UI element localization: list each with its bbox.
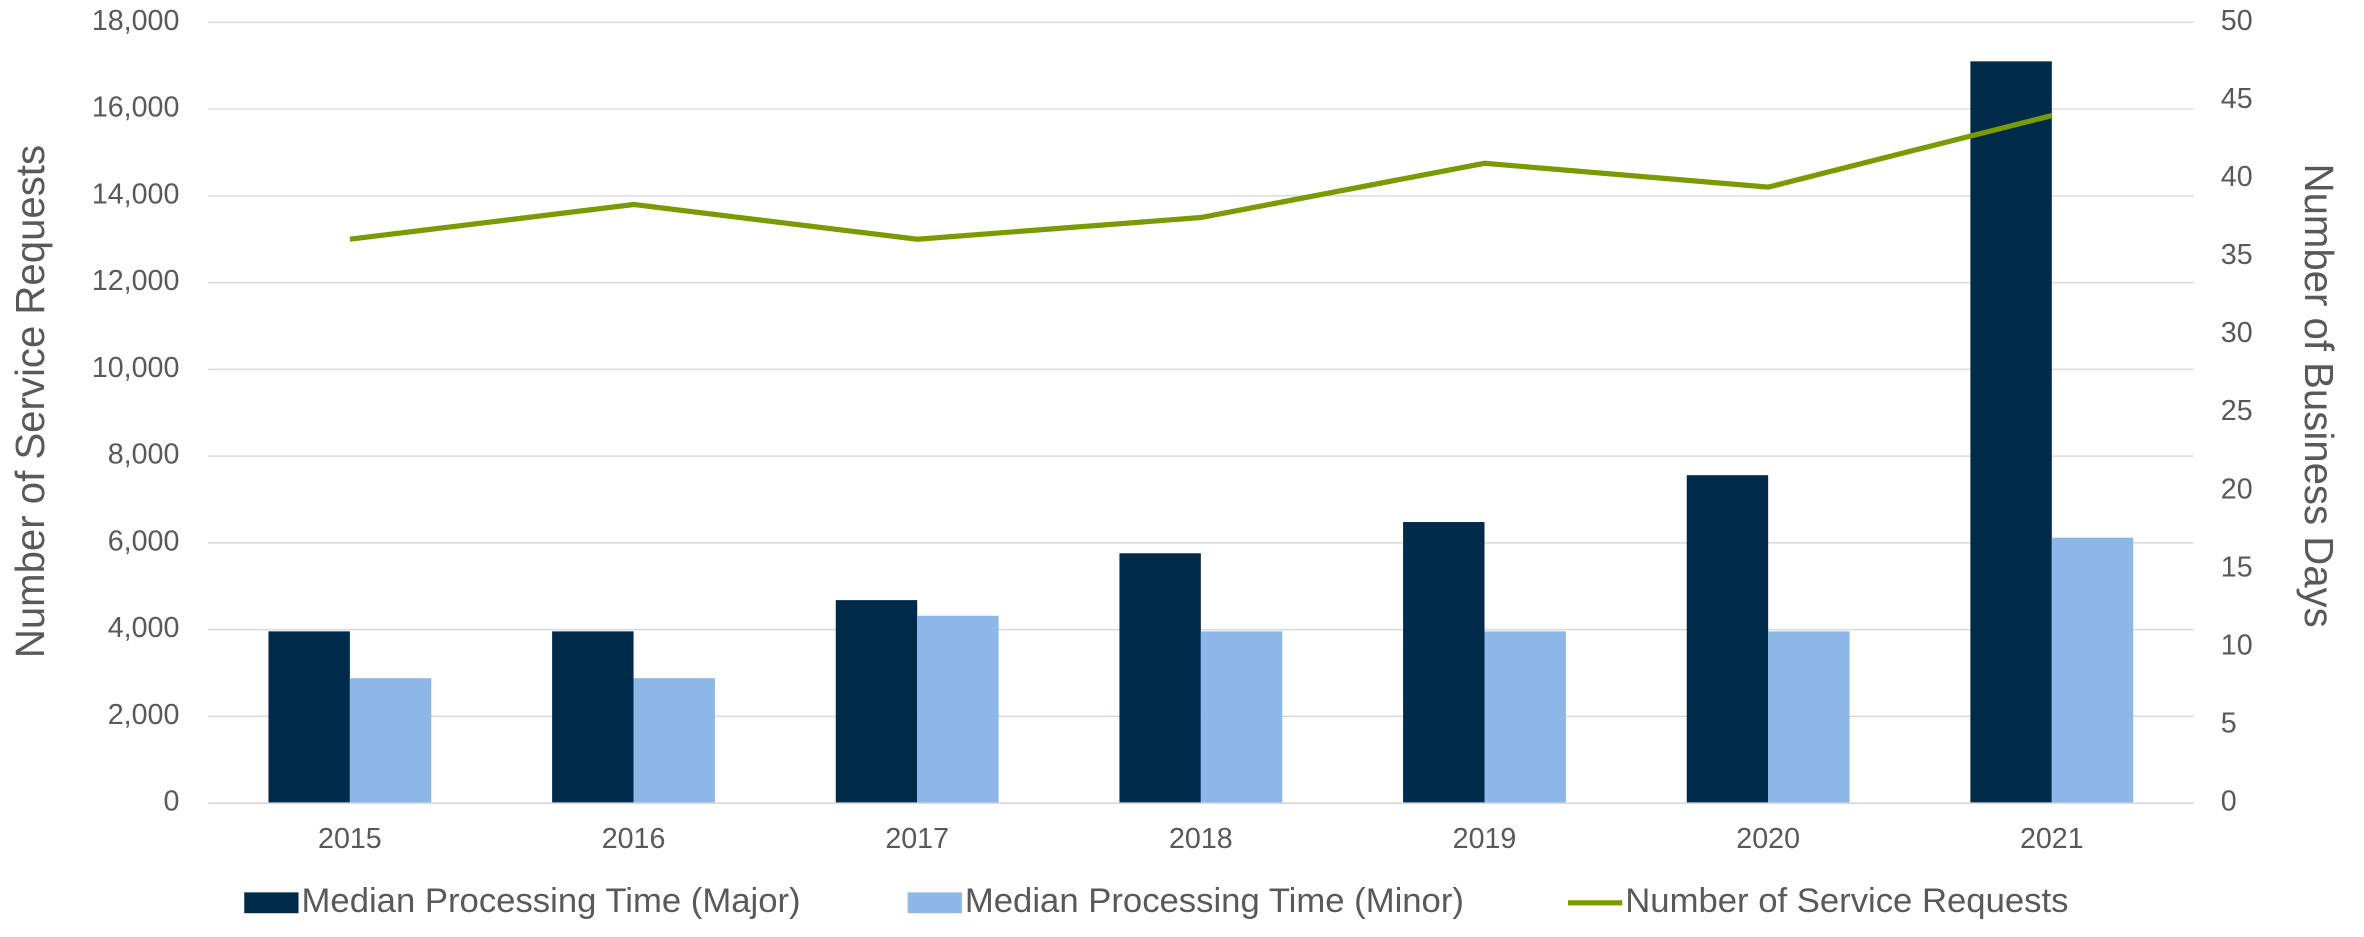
y2-tick-label: 40 — [2221, 161, 2253, 193]
bar — [552, 631, 634, 804]
x-tick-label: 2015 — [318, 823, 382, 855]
y2-tick-label: 10 — [2221, 630, 2253, 662]
bar — [268, 631, 350, 804]
x-tick-label: 2020 — [1736, 823, 1800, 855]
legend-swatch — [907, 892, 962, 914]
bar — [917, 615, 999, 804]
bar — [1403, 522, 1485, 804]
legend-label: Median Processing Time (Major) — [302, 882, 801, 920]
legend-label: Number of Service Requests — [1625, 882, 2068, 920]
bar — [1119, 553, 1201, 804]
y-tick-label: 8,000 — [108, 439, 180, 471]
bar — [1484, 631, 1566, 804]
y-tick-label: 0 — [163, 786, 179, 818]
bar — [1686, 475, 1769, 804]
x-tick-label: 2017 — [885, 823, 949, 855]
y-tick-label: 10,000 — [92, 352, 180, 384]
x-tick-label: 2019 — [1453, 823, 1517, 855]
bar — [349, 678, 432, 804]
bar — [835, 600, 918, 804]
bar — [633, 678, 715, 804]
y-tick-label: 18,000 — [92, 5, 180, 37]
y-tick-label: 4,000 — [108, 612, 180, 644]
y2-tick-label: 30 — [2221, 317, 2253, 349]
y-tick-label: 14,000 — [92, 178, 180, 210]
bar — [1970, 61, 2052, 804]
y2-tick-label: 45 — [2221, 83, 2253, 115]
y2-axis-title: Number of Business Days — [2296, 164, 2342, 628]
y-tick-label: 16,000 — [92, 92, 180, 124]
line — [349, 113, 2053, 242]
y-tick-label: 6,000 — [108, 525, 180, 557]
x-tick-label: 2018 — [1169, 823, 1233, 855]
y-tick-label: 12,000 — [92, 265, 180, 297]
y2-tick-label: 20 — [2221, 473, 2253, 505]
y2-tick-label: 25 — [2221, 395, 2253, 427]
y2-tick-label: 50 — [2221, 5, 2253, 37]
y2-tick-label: 35 — [2221, 239, 2253, 271]
bar — [2051, 537, 2134, 804]
x-tick-label: 2016 — [602, 823, 666, 855]
bar — [1200, 631, 1283, 804]
legend-label: Median Processing Time (Minor) — [965, 882, 1464, 920]
x-tick-label: 2021 — [2020, 823, 2084, 855]
legend-swatch — [244, 892, 299, 914]
y2-tick-label: 0 — [2221, 786, 2237, 818]
y2-tick-label: 15 — [2221, 552, 2253, 584]
bar — [1768, 631, 1850, 804]
y-axis-title: Number of Service Requests — [7, 145, 53, 658]
y2-tick-label: 5 — [2221, 708, 2237, 740]
y-tick-label: 2,000 — [108, 699, 180, 731]
